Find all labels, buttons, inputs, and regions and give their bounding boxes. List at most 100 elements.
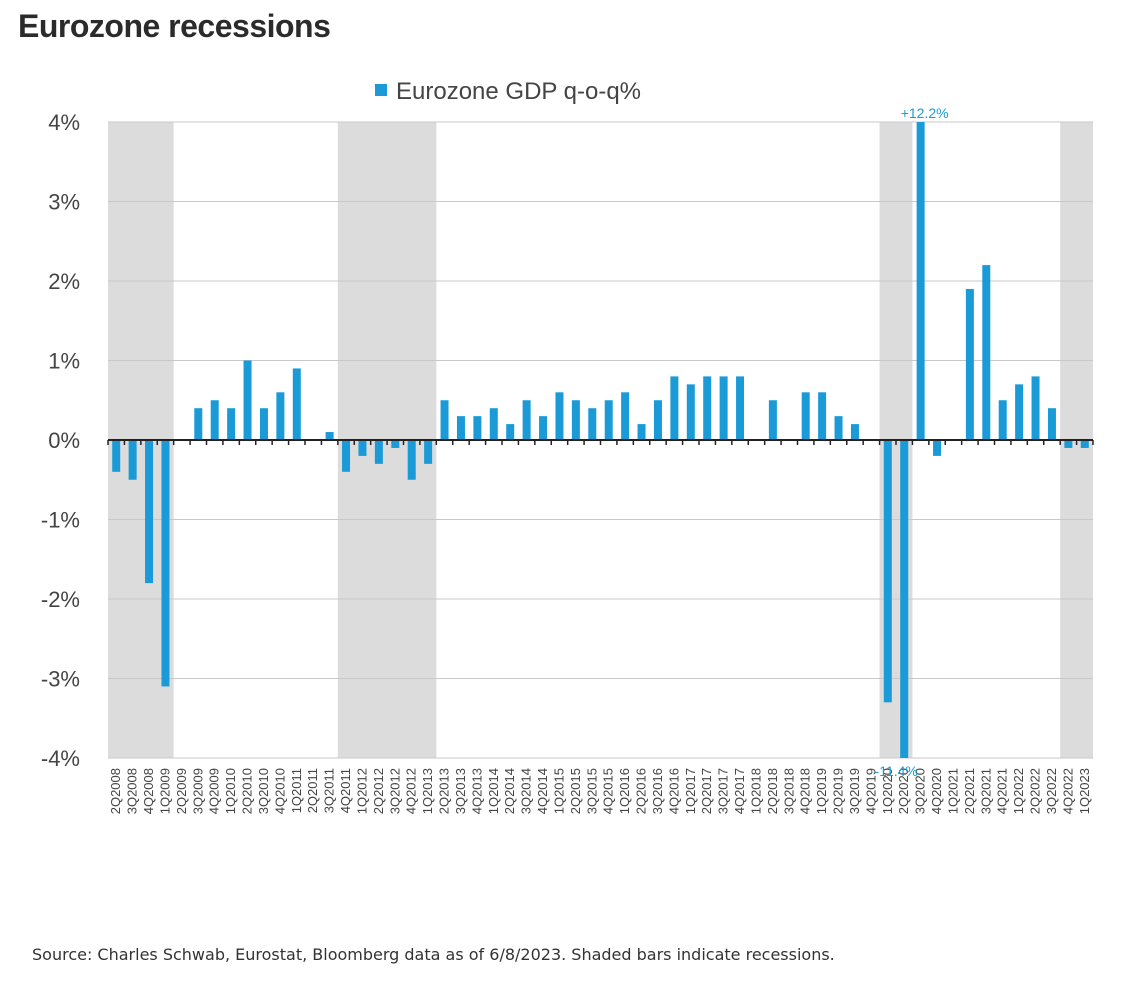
x-tick-label: 1Q2011 bbox=[289, 768, 304, 813]
bar bbox=[194, 408, 203, 440]
x-tick-label: 1Q2012 bbox=[354, 768, 369, 814]
bar bbox=[588, 408, 597, 440]
bar bbox=[768, 400, 777, 440]
x-tick-label: 3Q2008 bbox=[125, 768, 140, 814]
y-tick-label: -3% bbox=[41, 667, 80, 692]
x-tick-label: 1Q2018 bbox=[748, 768, 763, 814]
bar bbox=[259, 408, 268, 440]
bar bbox=[374, 440, 383, 464]
x-tick-label: 1Q2010 bbox=[223, 768, 238, 814]
bar bbox=[1080, 440, 1089, 448]
bar bbox=[900, 440, 909, 758]
x-tick-label: 2Q2011 bbox=[305, 768, 320, 813]
x-tick-label: 1Q2020 bbox=[880, 768, 895, 814]
x-tick-label: 3Q2010 bbox=[256, 768, 271, 814]
x-tick-label: 1Q2022 bbox=[1011, 768, 1026, 814]
bar bbox=[998, 400, 1007, 440]
bar bbox=[112, 440, 121, 472]
y-tick-label: 0% bbox=[48, 428, 80, 453]
bar bbox=[801, 392, 810, 440]
bar bbox=[473, 416, 482, 440]
bar bbox=[621, 392, 630, 440]
x-tick-label: 1Q2016 bbox=[617, 768, 632, 814]
bar bbox=[145, 440, 154, 584]
x-tick-label: 2Q2008 bbox=[108, 768, 123, 814]
chart-title: Eurozone recessions bbox=[18, 8, 331, 44]
x-tick-label: 3Q2015 bbox=[584, 768, 599, 814]
x-tick-label: 4Q2011 bbox=[338, 768, 353, 813]
bar bbox=[227, 408, 236, 440]
bar bbox=[407, 440, 416, 480]
bar bbox=[1031, 376, 1040, 440]
legend-label: Eurozone GDP q-o-q% bbox=[396, 78, 641, 105]
bar bbox=[686, 384, 695, 440]
legend-swatch bbox=[375, 84, 387, 96]
x-tick-label: 4Q2014 bbox=[535, 768, 550, 814]
x-tick-label: 1Q2017 bbox=[683, 768, 698, 814]
bar bbox=[210, 400, 219, 440]
x-tick-label: 1Q2015 bbox=[551, 768, 566, 814]
x-tick-label: 4Q2019 bbox=[863, 768, 878, 814]
bar bbox=[719, 376, 728, 440]
bar bbox=[965, 288, 974, 440]
x-tick-label: 3Q2019 bbox=[847, 768, 862, 814]
x-tick-label: 4Q2016 bbox=[666, 768, 681, 814]
x-tick-label: 3Q2013 bbox=[453, 768, 468, 814]
bar bbox=[1015, 384, 1024, 440]
bar bbox=[489, 408, 498, 440]
x-tick-label: 4Q2009 bbox=[207, 768, 222, 814]
bar bbox=[916, 122, 925, 440]
x-tick-label: 2Q2016 bbox=[634, 768, 649, 814]
x-tick-label: 1Q2009 bbox=[157, 768, 172, 814]
y-tick-label: -4% bbox=[41, 746, 80, 771]
x-tick-label: 1Q2019 bbox=[814, 768, 829, 814]
y-tick-label: 3% bbox=[48, 190, 80, 215]
x-tick-label: 4Q2021 bbox=[995, 768, 1010, 814]
bar bbox=[850, 424, 859, 440]
bar bbox=[456, 416, 465, 440]
y-tick-label: -2% bbox=[41, 587, 80, 612]
bar bbox=[539, 416, 548, 440]
data-label: -11.4% bbox=[875, 763, 918, 779]
x-tick-label: 1Q2014 bbox=[486, 768, 501, 814]
x-tick-label: 2Q2014 bbox=[502, 768, 517, 814]
x-tick-label: 4Q2022 bbox=[1060, 768, 1075, 814]
x-tick-label: 2Q2021 bbox=[962, 768, 977, 814]
bar bbox=[982, 265, 991, 440]
x-tick-label: 3Q2011 bbox=[322, 768, 337, 813]
source-note: Source: Charles Schwab, Eurostat, Bloomb… bbox=[32, 945, 835, 964]
bar bbox=[358, 440, 367, 456]
bar bbox=[243, 360, 252, 440]
x-tick-label: 4Q2017 bbox=[732, 768, 747, 814]
bar bbox=[506, 424, 515, 440]
bar-chart: 4% 3% 2% 1% 0% -1% -2% -3% -4% 2Q2008 3Q2008 4Q2008… bbox=[41, 78, 1094, 814]
x-tick-label: 1Q2021 bbox=[945, 768, 960, 814]
y-tick-label: 2% bbox=[48, 269, 80, 294]
bar bbox=[736, 376, 745, 440]
bar bbox=[834, 416, 843, 440]
x-tick-label: 3Q2014 bbox=[519, 768, 534, 814]
bar bbox=[1064, 440, 1073, 448]
bar bbox=[555, 392, 564, 440]
x-tick-label: 4Q2018 bbox=[798, 768, 813, 814]
bar bbox=[604, 400, 613, 440]
bar bbox=[653, 400, 662, 440]
x-tick-label: 2Q2018 bbox=[765, 768, 780, 814]
x-tick-label: 4Q2012 bbox=[404, 768, 419, 814]
x-tick-label: 3Q2020 bbox=[913, 768, 928, 814]
bar bbox=[933, 440, 942, 456]
bar bbox=[818, 392, 827, 440]
x-tick-label: 3Q2012 bbox=[387, 768, 402, 814]
x-tick-label: 4Q2010 bbox=[272, 768, 287, 814]
bar bbox=[883, 440, 892, 703]
x-tick-label: 3Q2022 bbox=[1044, 768, 1059, 814]
x-tick-label: 2Q2017 bbox=[699, 768, 714, 814]
bar bbox=[276, 392, 285, 440]
bar bbox=[128, 440, 137, 480]
y-tick-label: 1% bbox=[48, 349, 80, 374]
x-tick-label: 2Q2009 bbox=[174, 768, 189, 814]
x-tick-label: 4Q2008 bbox=[141, 768, 156, 814]
x-tick-label: 1Q2013 bbox=[420, 768, 435, 814]
bar bbox=[292, 368, 301, 440]
y-tick-label: 4% bbox=[48, 110, 80, 135]
